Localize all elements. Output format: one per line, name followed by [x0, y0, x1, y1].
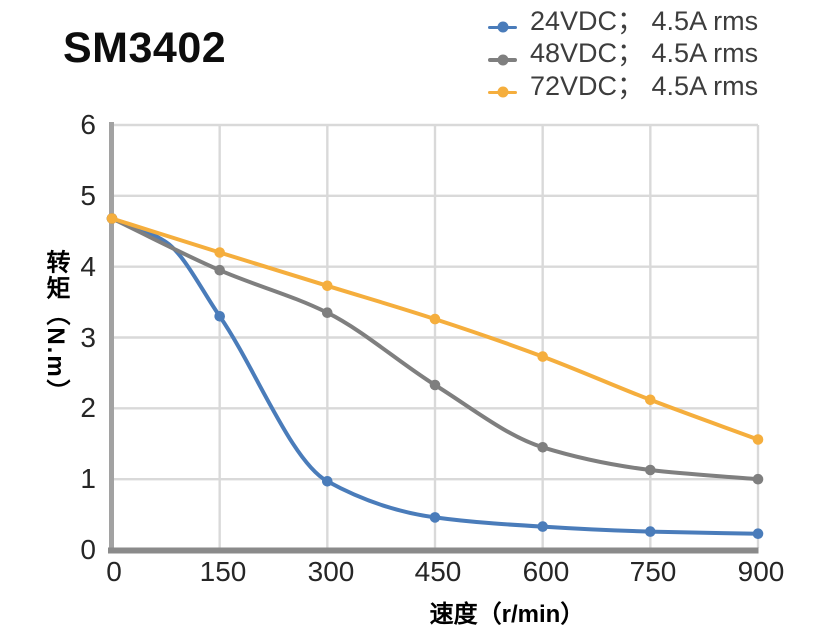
- data-point-marker: [106, 213, 118, 224]
- data-point-marker: [752, 473, 764, 485]
- data-point-marker: [537, 521, 548, 532]
- x-axis-title: 速度（r/min）: [429, 601, 585, 628]
- data-point-marker: [322, 307, 333, 319]
- x-tick-300: 300: [307, 556, 355, 587]
- legend-item-48vdc: 48VDC； 4.5A rms: [488, 35, 758, 68]
- legend-item-72vdc: 72VDC； 4.5A rms: [488, 67, 759, 101]
- x-tick-750: 750: [629, 556, 677, 587]
- data-point-marker: [429, 512, 441, 523]
- y-tick-1: 1: [80, 463, 96, 494]
- series-line-0: [110, 216, 760, 536]
- data-point-marker: [322, 476, 333, 487]
- x-tick-600: 600: [522, 556, 570, 587]
- data-point-marker: [429, 313, 441, 325]
- data-point-marker: [537, 351, 548, 362]
- legend-item-24vdc: 24VDC； 4.5A rms: [488, 2, 759, 36]
- data-point-marker: [214, 247, 225, 258]
- legend-marker-72vdc-icon: [488, 90, 517, 94]
- data-point-marker: [645, 526, 656, 537]
- y-tick-4: 4: [80, 251, 96, 282]
- x-tick-0: 0: [106, 556, 122, 587]
- y-tick-2: 2: [80, 392, 96, 423]
- legend-marker-24vdc-icon: [488, 25, 517, 29]
- y-tick-6: 6: [80, 109, 96, 140]
- data-point-marker: [645, 464, 656, 476]
- data-point-marker: [214, 311, 225, 322]
- data-point-marker: [537, 442, 548, 453]
- data-point-marker: [429, 379, 441, 391]
- legend: 24VDC； 4.5A rms 48VDC； 4.5A rms 72VDC； 4…: [488, 2, 759, 101]
- legend-marker-48vdc-icon: [488, 58, 517, 62]
- legend-label-72vdc: 72VDC； 4.5A rms: [530, 70, 759, 101]
- data-point-marker: [645, 394, 656, 406]
- y-tick-3: 3: [80, 322, 96, 353]
- x-tick-150: 150: [199, 556, 247, 587]
- x-tick-900: 900: [737, 556, 785, 587]
- x-tick-450: 450: [414, 556, 462, 587]
- data-point-marker: [322, 280, 333, 292]
- legend-label-48vdc: 48VDC； 4.5A rms: [530, 38, 759, 69]
- data-point-marker: [752, 528, 764, 539]
- y-tick-5: 5: [80, 180, 96, 211]
- y-tick-0: 0: [80, 534, 96, 565]
- data-point-marker: [752, 434, 764, 445]
- legend-label-24vdc: 24VDC； 4.5A rms: [530, 5, 759, 36]
- y-axis-title: 转矩（N.m）: [42, 249, 69, 405]
- data-point-marker: [214, 264, 225, 276]
- chart-title: SM3402: [63, 24, 227, 72]
